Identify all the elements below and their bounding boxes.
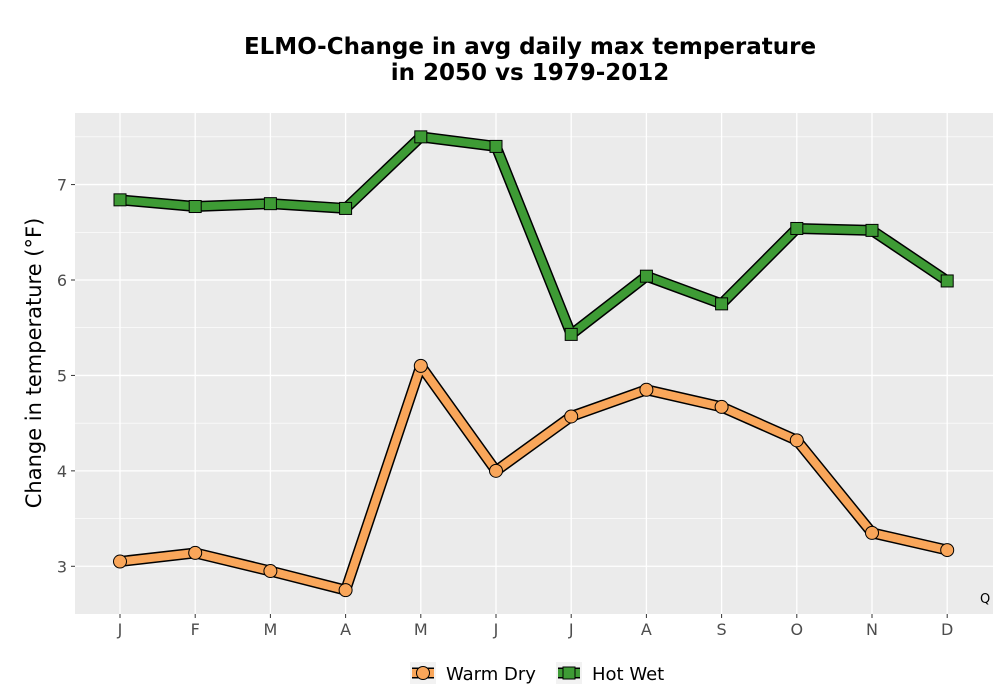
data-point [940, 274, 954, 288]
data-point [414, 130, 428, 144]
legend: Warm Dry Hot Wet [410, 662, 664, 685]
legend-item: Hot Wet [556, 662, 664, 685]
data-point [564, 409, 579, 424]
annotation-label: Q [980, 592, 990, 607]
y-axis-ticks: 3 4 5 6 7 [57, 176, 75, 576]
legend-key-marker [416, 666, 430, 680]
data-point [639, 382, 654, 397]
y-tick-label: 7 [57, 176, 67, 195]
series-line [116, 361, 952, 595]
series-group [113, 358, 955, 598]
data-point [489, 139, 503, 153]
x-tick-label: N [866, 620, 878, 639]
data-point [789, 433, 804, 448]
data-point [113, 193, 127, 207]
data-point [715, 297, 729, 311]
data-point [865, 223, 879, 237]
y-tick-label: 6 [57, 271, 67, 290]
data-point [489, 463, 503, 478]
data-point [790, 221, 804, 235]
x-tick-label: M [263, 620, 277, 639]
x-tick-label: J [568, 620, 574, 639]
series-line [116, 132, 952, 339]
data-point [188, 200, 202, 214]
data-point [339, 201, 353, 215]
series-layer [113, 130, 955, 598]
chart-title-line1: ELMO-Change in avg daily max temperature [244, 34, 816, 60]
data-point [714, 399, 729, 414]
legend-key-marker [562, 666, 576, 680]
data-point [188, 545, 203, 560]
legend-label: Hot Wet [592, 664, 664, 685]
x-tick-label: A [340, 620, 351, 639]
y-tick-label: 3 [57, 557, 67, 576]
x-tick-label: D [941, 620, 953, 639]
x-tick-label: F [191, 620, 200, 639]
legend-item: Warm Dry [410, 662, 536, 685]
x-tick-label: O [791, 620, 804, 639]
x-tick-label: S [717, 620, 727, 639]
y-axis-label: Change in temperature (°F) [22, 218, 46, 509]
data-point [564, 327, 578, 341]
data-point [865, 525, 879, 540]
data-point [338, 583, 353, 598]
data-point [113, 554, 127, 569]
data-point [940, 543, 955, 558]
x-tick-label: A [641, 620, 652, 639]
x-tick-label: J [117, 620, 123, 639]
chart-title-line2: in 2050 vs 1979-2012 [391, 60, 670, 86]
data-point [263, 564, 278, 579]
y-tick-label: 5 [57, 366, 67, 385]
data-point [263, 197, 277, 211]
y-tick-label: 4 [57, 462, 67, 481]
x-tick-label: M [414, 620, 428, 639]
plot-panel [75, 113, 993, 614]
data-point [413, 358, 428, 373]
series-group [113, 130, 954, 341]
x-tick-label: J [493, 620, 499, 639]
legend-label: Warm Dry [446, 664, 536, 685]
data-point [639, 269, 653, 283]
